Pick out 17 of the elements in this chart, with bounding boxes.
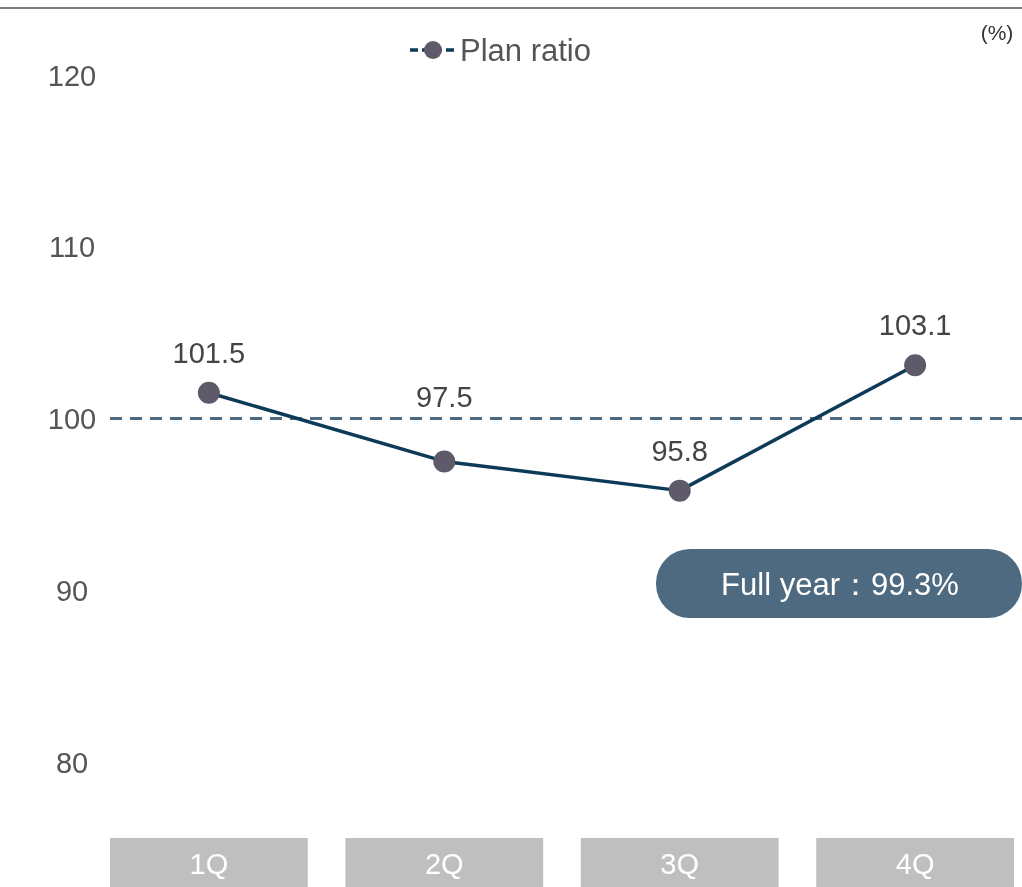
x-tick-label: 4Q xyxy=(895,848,935,880)
data-label: 101.5 xyxy=(172,336,246,369)
legend-label: Plan ratio xyxy=(460,32,591,68)
y-axis-title: (%) xyxy=(980,21,1014,44)
data-label: 103.1 xyxy=(878,309,952,342)
y-tick-label: 120 xyxy=(47,59,97,92)
x-tick-label: 3Q xyxy=(660,848,700,880)
y-tick-label: 110 xyxy=(48,231,96,264)
annotation: Full year：99.3% xyxy=(721,567,959,602)
y-tick-label: 90 xyxy=(55,574,89,607)
y-tick-label: 100 xyxy=(47,403,97,436)
rounded-label-box: Full year：99.3% xyxy=(656,549,1022,618)
x-tick-label: 2Q xyxy=(424,848,464,880)
y-tick-label: 80 xyxy=(55,746,89,779)
data-label: 95.8 xyxy=(651,434,708,467)
x-tick-label: 1Q xyxy=(189,848,229,880)
data-label: 97.5 xyxy=(416,380,473,413)
